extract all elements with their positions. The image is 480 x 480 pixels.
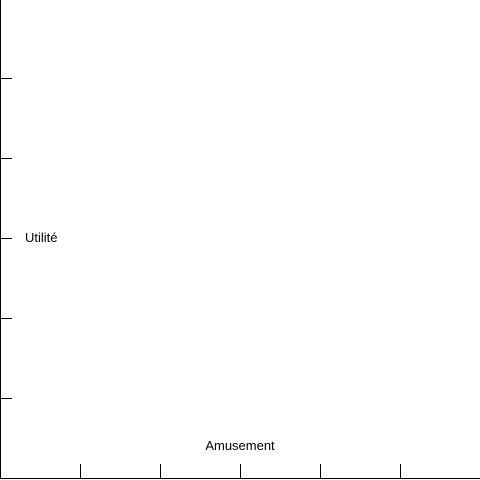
- y-axis-label: Utilité: [25, 230, 58, 245]
- x-ticks-group: [80, 464, 401, 478]
- x-axis-label: Amusement: [205, 438, 275, 453]
- y-ticks-group: [0, 78, 12, 399]
